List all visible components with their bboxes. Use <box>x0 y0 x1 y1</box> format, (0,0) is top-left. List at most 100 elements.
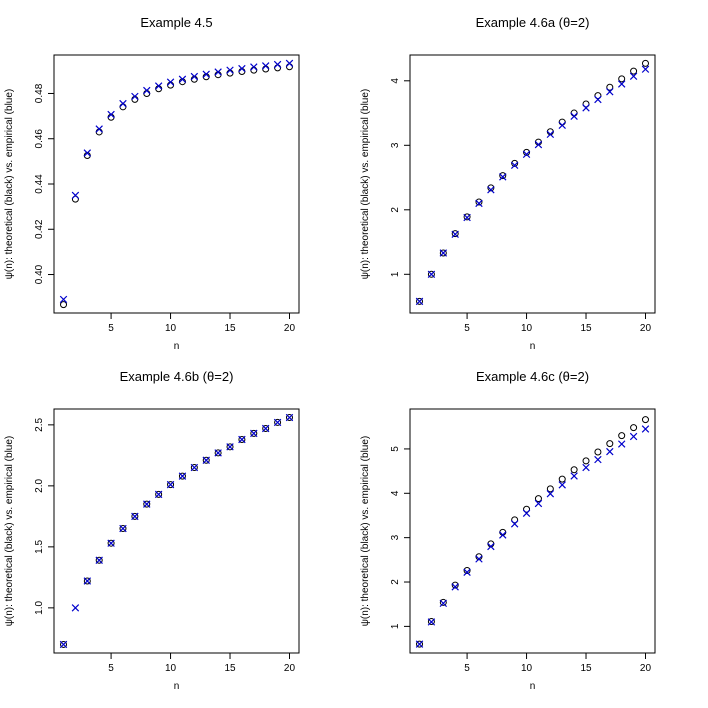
theoretical-point <box>511 516 519 524</box>
y-tick-label: 1 <box>390 271 401 277</box>
y-tick-label: 1.0 <box>34 600 45 614</box>
empirical-point <box>546 130 555 139</box>
chart-title: Example 4.5 <box>140 15 212 30</box>
y-tick-label: 2.5 <box>34 417 45 431</box>
theoretical-point <box>60 301 68 309</box>
y-tick-label: 3 <box>390 142 401 148</box>
empirical-point <box>95 125 103 133</box>
plot-frame <box>409 54 656 314</box>
empirical-point <box>273 60 282 69</box>
empirical-point <box>261 62 270 70</box>
empirical-point <box>83 149 92 157</box>
empirical-point <box>71 191 80 200</box>
x-tick-label: 10 <box>521 663 533 674</box>
empirical-point <box>59 295 68 304</box>
empirical-point <box>238 64 246 73</box>
x-tick-label: 10 <box>521 323 533 334</box>
empirical-point <box>226 66 234 74</box>
empirical-point <box>534 499 543 508</box>
chart-panel-3: Example 4.6b (θ=2) 5 10 15 20 1.0 1.5 2.0 2.5 n ψ(… <box>4 369 300 692</box>
y-tick-label: 0.48 <box>34 83 45 103</box>
y-tick-label: 0.46 <box>34 129 45 149</box>
theoretical-point <box>238 436 246 443</box>
empirical-point <box>427 618 436 626</box>
empirical-point <box>154 82 163 90</box>
theoretical-point <box>511 159 519 167</box>
empirical-point <box>451 230 459 239</box>
theoretical-point <box>499 172 507 180</box>
y-axis-label: ψ(n): theoretical (black) vs. empirical … <box>4 89 15 280</box>
chart-panel-1: Example 4.5 5 10 15 20 0.40 0.42 0.44 0.46 0.48 n ψ… <box>4 15 300 352</box>
empirical-point <box>594 455 602 464</box>
empirical-point <box>439 599 448 608</box>
empirical-point <box>629 72 638 81</box>
empirical-point <box>285 59 294 68</box>
empirical-point <box>107 539 115 547</box>
empirical-point <box>570 472 578 480</box>
empirical-point <box>178 75 187 83</box>
y-axis-label: ψ(n): theoretical (black) vs. empirical … <box>360 89 371 280</box>
theoretical-point <box>618 75 626 83</box>
empirical-point <box>522 150 531 159</box>
y-tick-label: 3 <box>390 534 401 540</box>
theoretical-point <box>439 598 447 606</box>
theoretical-point <box>594 92 602 100</box>
theoretical-point <box>427 270 435 278</box>
empirical-point <box>250 63 258 71</box>
theoretical-point <box>83 577 91 585</box>
theoretical-point <box>641 416 649 424</box>
empirical-point <box>510 520 519 528</box>
theoretical-point <box>594 448 602 456</box>
empirical-point <box>59 640 68 649</box>
empirical-point <box>226 443 234 451</box>
theoretical-point <box>416 297 424 305</box>
theoretical-point <box>190 464 198 472</box>
y-tick-label: 2.0 <box>34 478 45 492</box>
empirical-point <box>166 480 175 489</box>
plot-frame <box>409 408 656 654</box>
empirical-point <box>629 432 638 441</box>
x-tick-label: 5 <box>108 663 114 674</box>
empirical-point <box>475 199 483 208</box>
theoretical-point <box>463 566 471 574</box>
theoretical-point <box>570 466 578 474</box>
theoretical-point <box>427 618 435 626</box>
empirical-point <box>487 542 495 551</box>
empirical-point <box>463 213 471 222</box>
x-tick-label: 20 <box>284 663 296 674</box>
empirical-point <box>617 440 626 448</box>
theoretical-point <box>167 481 175 489</box>
chart-title: Example 4.6a (θ=2) <box>476 15 590 30</box>
x-axis-label: n <box>174 681 180 692</box>
x-axis-label: n <box>530 341 536 352</box>
theoretical-point <box>582 100 590 108</box>
empirical-point <box>487 186 495 194</box>
empirical-point <box>285 413 294 422</box>
x-axis-label: n <box>174 341 180 352</box>
empirical-point <box>606 447 614 456</box>
empirical-point <box>119 99 127 108</box>
empirical-point <box>95 556 103 565</box>
empirical-point <box>617 80 626 88</box>
empirical-point <box>522 509 531 517</box>
x-tick-label: 20 <box>640 323 652 334</box>
x-tick-label: 10 <box>165 663 177 674</box>
empirical-point <box>570 112 578 120</box>
theoretical-point <box>155 490 163 498</box>
x-tick-label: 15 <box>580 323 592 334</box>
theoretical-point <box>487 184 495 192</box>
empirical-point <box>202 70 210 78</box>
theoretical-point <box>274 418 282 426</box>
chart-title: Example 4.6b (θ=2) <box>120 369 234 384</box>
x-tick-label: 20 <box>284 323 296 334</box>
empirical-point <box>427 270 436 279</box>
y-tick-label: 2 <box>390 207 401 213</box>
theoretical-point <box>60 640 68 648</box>
empirical-point <box>475 555 483 563</box>
empirical-point <box>510 161 519 170</box>
theoretical-point <box>285 414 293 422</box>
y-tick-label: 1 <box>390 623 401 629</box>
empirical-point <box>131 512 139 521</box>
